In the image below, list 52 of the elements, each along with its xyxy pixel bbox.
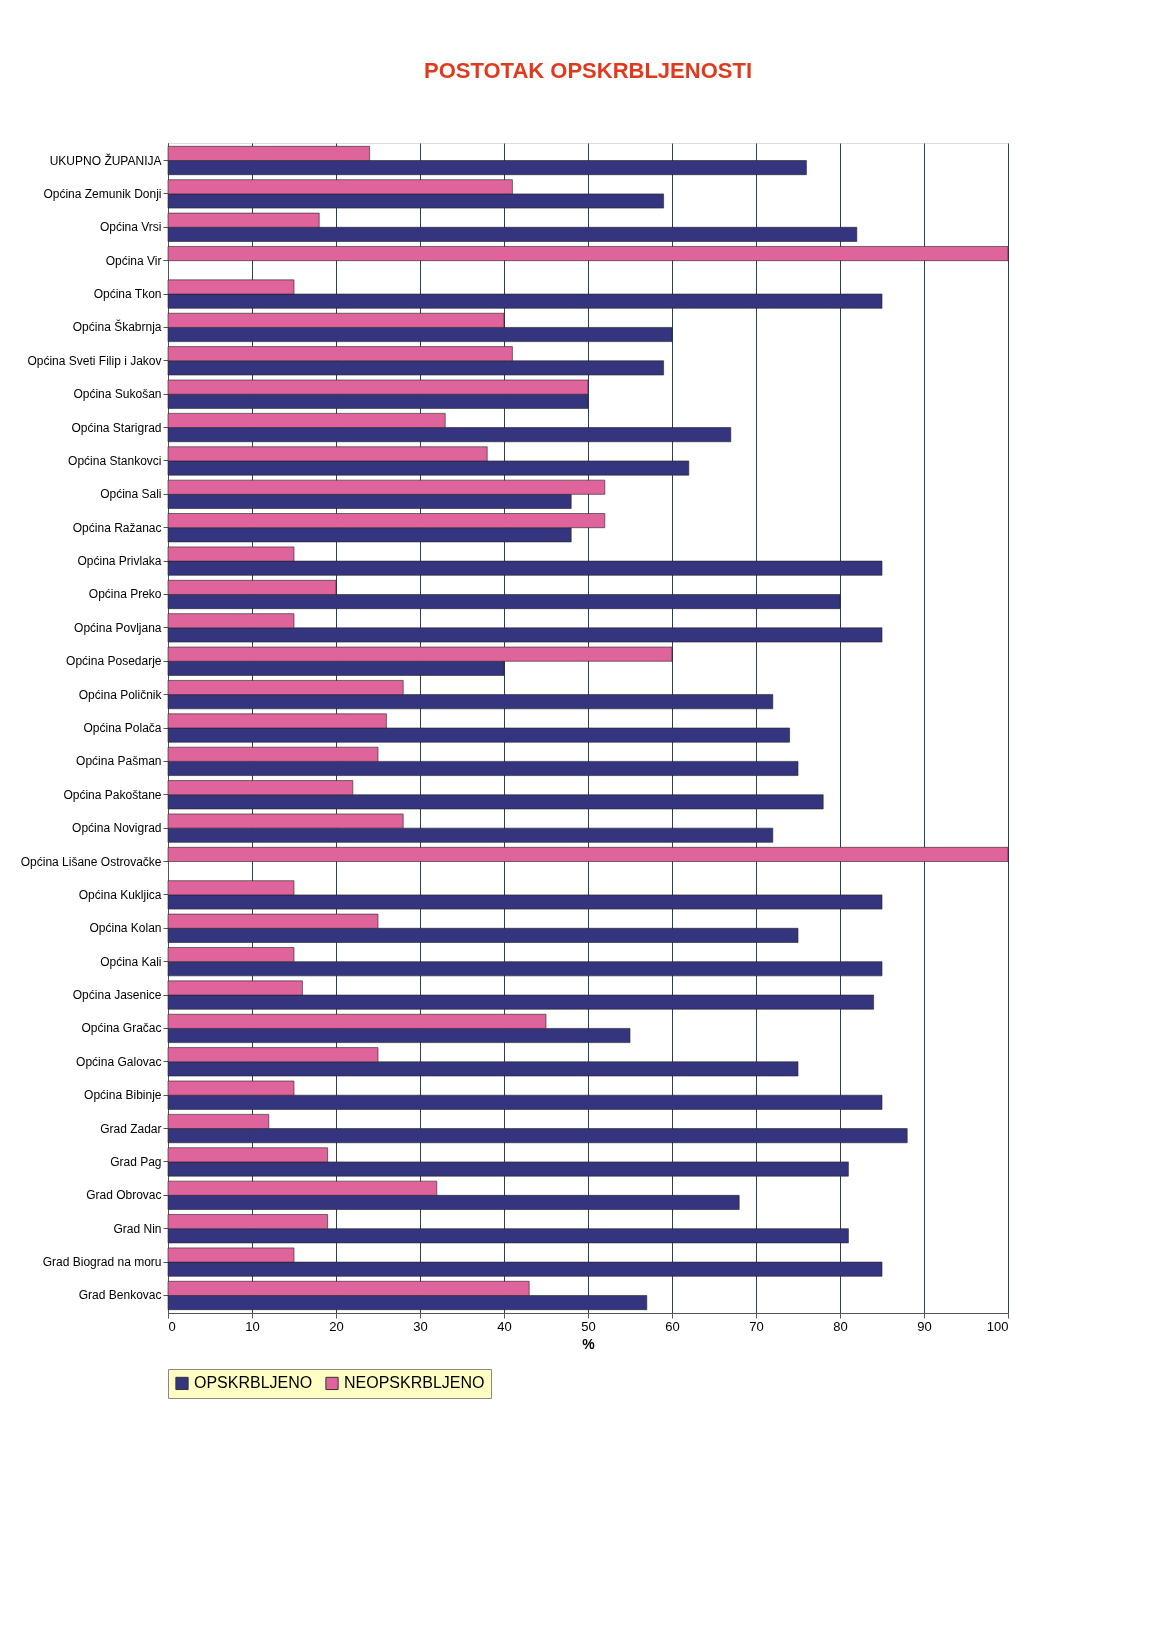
y-tick-label: Općina Pašman — [76, 754, 162, 769]
y-tick-label: Grad Biograd na moru — [42, 1255, 162, 1270]
x-axis-title: % — [582, 1335, 596, 1352]
x-tick-label: 10 — [245, 1318, 260, 1334]
y-tick-label: Općina Galovac — [76, 1054, 162, 1069]
x-tick-label: 90 — [917, 1318, 932, 1334]
y-tick-label: Grad Benkovac — [78, 1288, 162, 1303]
y-tick-label: Grad Nin — [113, 1221, 162, 1236]
y-tick-label: Općina Privlaka — [77, 554, 162, 569]
y-tick-label: Općina Jasenice — [72, 988, 162, 1003]
y-tick-label: UKUPNO ŽUPANIJA — [49, 152, 162, 168]
y-tick-label: Općina Ražanac — [72, 520, 162, 535]
y-tick-label: Grad Obrovac — [86, 1188, 162, 1203]
y-tick-label: Općina Kali — [100, 954, 162, 969]
x-tick-label: 30 — [413, 1318, 428, 1334]
x-tick-label: 0 — [168, 1318, 176, 1334]
y-tick-label: Grad Pag — [110, 1154, 162, 1169]
y-tick-label: Općina Posedarje — [66, 654, 162, 669]
x-tick-label: 40 — [497, 1318, 512, 1334]
y-tick-label: Općina Zemunik Donji — [43, 186, 162, 201]
y-tick-label: Općina Škabrnja — [72, 319, 162, 335]
y-tick-label: Općina Sali — [100, 487, 162, 502]
y-tick-label: Općina Vir — [105, 253, 162, 268]
x-tick-label: 70 — [749, 1318, 764, 1334]
y-tick-label: Općina Gračac — [81, 1021, 162, 1036]
y-tick-label: Općina Starigrad — [71, 420, 162, 435]
legend-label: OPSKRBLJENO — [194, 1374, 313, 1392]
y-tick-label: Općina Lišane Ostrovačke — [20, 854, 162, 869]
y-tick-label: Općina Polača — [83, 721, 162, 735]
bar — [167, 246, 1009, 261]
y-tick-label: Općina Tkon — [93, 287, 162, 302]
x-tick-label: 100 — [986, 1318, 1009, 1334]
x-tick-label: 60 — [665, 1318, 680, 1334]
y-tick-label: Općina Pakoštane — [63, 787, 162, 802]
y-tick-label: Općina Sukošan — [73, 387, 162, 402]
x-tick-label: 20 — [329, 1318, 344, 1334]
bar — [167, 847, 1009, 862]
y-tick-label: Općina Bibinje — [84, 1088, 162, 1103]
x-tick-label: 50 — [581, 1318, 596, 1334]
y-tick-label: Općina Preko — [88, 587, 162, 602]
y-tick-label: Općina Kolan — [89, 921, 162, 936]
y-tick-label: Grad Zadar — [100, 1121, 162, 1136]
y-tick-label: Općina Novigrad — [72, 821, 162, 836]
chart-title: POSTOTAK OPSKRBLJENOSTI — [423, 58, 753, 83]
y-tick-label: Općina Kukljica — [78, 887, 162, 902]
y-tick-label: Općina Sveti Filip i Jakov — [27, 353, 162, 368]
y-tick-label: Općina Vrsi — [99, 220, 162, 235]
x-tick-label: 80 — [833, 1318, 848, 1334]
y-tick-label: Općina Stankovci — [68, 453, 162, 468]
y-tick-label: Općina Povljana — [74, 620, 162, 635]
legend-label: NEOPSKRBLJENO — [344, 1374, 485, 1392]
y-tick-label: Općina Poličnik — [78, 687, 163, 702]
